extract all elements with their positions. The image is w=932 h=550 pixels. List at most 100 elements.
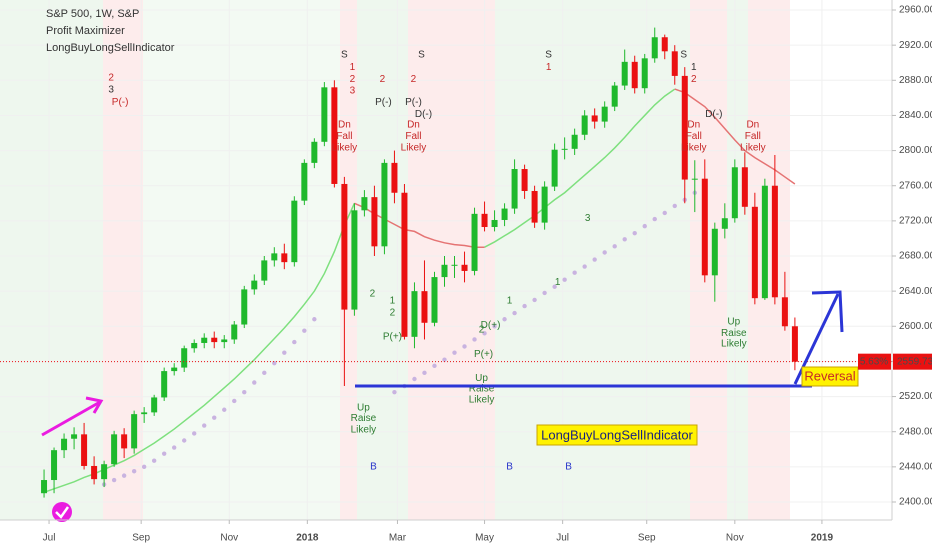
candle-body: [151, 397, 158, 413]
zone: [340, 0, 357, 520]
x-tick-label: 2018: [296, 533, 319, 544]
indicator-box: [536, 424, 698, 446]
annotation: 2: [479, 324, 485, 335]
x-tick-label: Sep: [638, 533, 656, 544]
candle-body: [51, 450, 58, 481]
annotation: P(-): [112, 97, 129, 108]
sar-dot: [282, 350, 287, 355]
y-tick-label: 2960.00: [899, 5, 932, 16]
moving-average: [484, 88, 676, 248]
sar-dot: [212, 415, 217, 420]
x-tick-label: Sep: [132, 533, 150, 544]
annotation: 2: [691, 74, 697, 85]
candle-body: [221, 339, 228, 343]
candle-body: [761, 185, 768, 299]
annotation: P(+): [474, 349, 493, 360]
sar-dot: [492, 324, 497, 329]
annotation: Dn: [687, 120, 700, 131]
annotation: 1: [546, 62, 552, 73]
candle-body: [651, 37, 658, 59]
annotation: B: [506, 461, 513, 472]
candle-body: [381, 162, 388, 247]
candle-body: [121, 434, 128, 449]
candle-body: [481, 213, 488, 228]
candle-body: [501, 208, 508, 220]
candle-body: [181, 348, 188, 368]
sar-dot: [512, 310, 517, 316]
reversal-label: Reversal: [804, 368, 855, 383]
sar-dot: [392, 389, 397, 395]
sar-dot: [482, 331, 487, 336]
candle-body: [331, 87, 338, 184]
arrow: [41, 400, 101, 437]
candle-body: [611, 85, 618, 107]
candle-body: [401, 192, 408, 337]
candle-body: [771, 185, 778, 298]
annotation: P(-): [405, 97, 422, 108]
candle-body: [271, 253, 278, 261]
annotation: Dn: [407, 120, 420, 131]
annotation: 1: [691, 62, 697, 73]
candle-body: [581, 115, 588, 135]
sar-dot: [622, 237, 627, 242]
reversal-box: [801, 366, 859, 387]
annotation: Raise: [721, 328, 747, 339]
sar-dot: [582, 264, 587, 269]
annotation: D(-): [705, 109, 722, 120]
candle-body: [551, 149, 558, 187]
candle-body: [451, 264, 458, 266]
annotation: Raise: [351, 413, 377, 424]
candle-body: [311, 141, 318, 163]
candle-body: [201, 337, 208, 343]
annotation: 3: [350, 85, 356, 96]
candle-body: [601, 106, 608, 122]
annotation: Likely: [401, 143, 427, 154]
chart-title: S&P 500, 1W, S&P: [46, 8, 139, 20]
candle-body: [741, 167, 748, 207]
candle-body: [751, 206, 758, 299]
indicator-label: LongBuyLongSellIndicator: [541, 427, 693, 442]
sar-dot: [252, 380, 257, 385]
arrow-head: [811, 290, 844, 333]
check-mark: [55, 506, 70, 519]
annotation: Up: [727, 317, 740, 328]
candle-body: [261, 260, 268, 281]
annotation: 2: [350, 74, 356, 85]
zone: [0, 0, 103, 520]
annotation: S: [341, 49, 348, 60]
sar-dot: [141, 464, 147, 470]
candle-body: [531, 190, 538, 223]
candle-body: [321, 87, 328, 142]
candle-body: [71, 434, 78, 439]
sar-dot: [302, 328, 307, 333]
y-tick-label: 2880.00: [899, 75, 932, 86]
annotation: B: [370, 461, 377, 472]
annotation: Dn: [746, 120, 759, 131]
candle-body: [411, 291, 418, 337]
candle-body: [141, 412, 148, 415]
y-tick-label: 2800.00: [899, 145, 932, 156]
annotation: 2: [108, 72, 114, 83]
drawings: LongBuyLongSellIndicator Reversal: [41, 290, 859, 522]
y-tick-label: 2520.00: [899, 391, 932, 402]
candle-body: [111, 434, 118, 465]
sar-dot: [592, 257, 597, 262]
candle-body: [61, 438, 68, 451]
candle-body: [281, 253, 288, 263]
annotation: Likely: [721, 338, 747, 349]
y-tick-label: 2720.00: [899, 216, 932, 227]
candle-body: [341, 183, 348, 310]
candle-body: [721, 218, 728, 229]
sar-dot: [432, 363, 437, 369]
x-tick-label: Nov: [220, 533, 238, 544]
sar-dot: [222, 407, 227, 412]
sar-dot: [121, 473, 127, 478]
annotation: Up: [475, 373, 488, 384]
candle-body: [421, 291, 428, 323]
candle-body: [471, 213, 478, 271]
annotation: 2: [370, 288, 376, 299]
arrow-head: [85, 396, 104, 414]
candle-body: [241, 289, 248, 325]
sar-dot: [542, 290, 547, 296]
